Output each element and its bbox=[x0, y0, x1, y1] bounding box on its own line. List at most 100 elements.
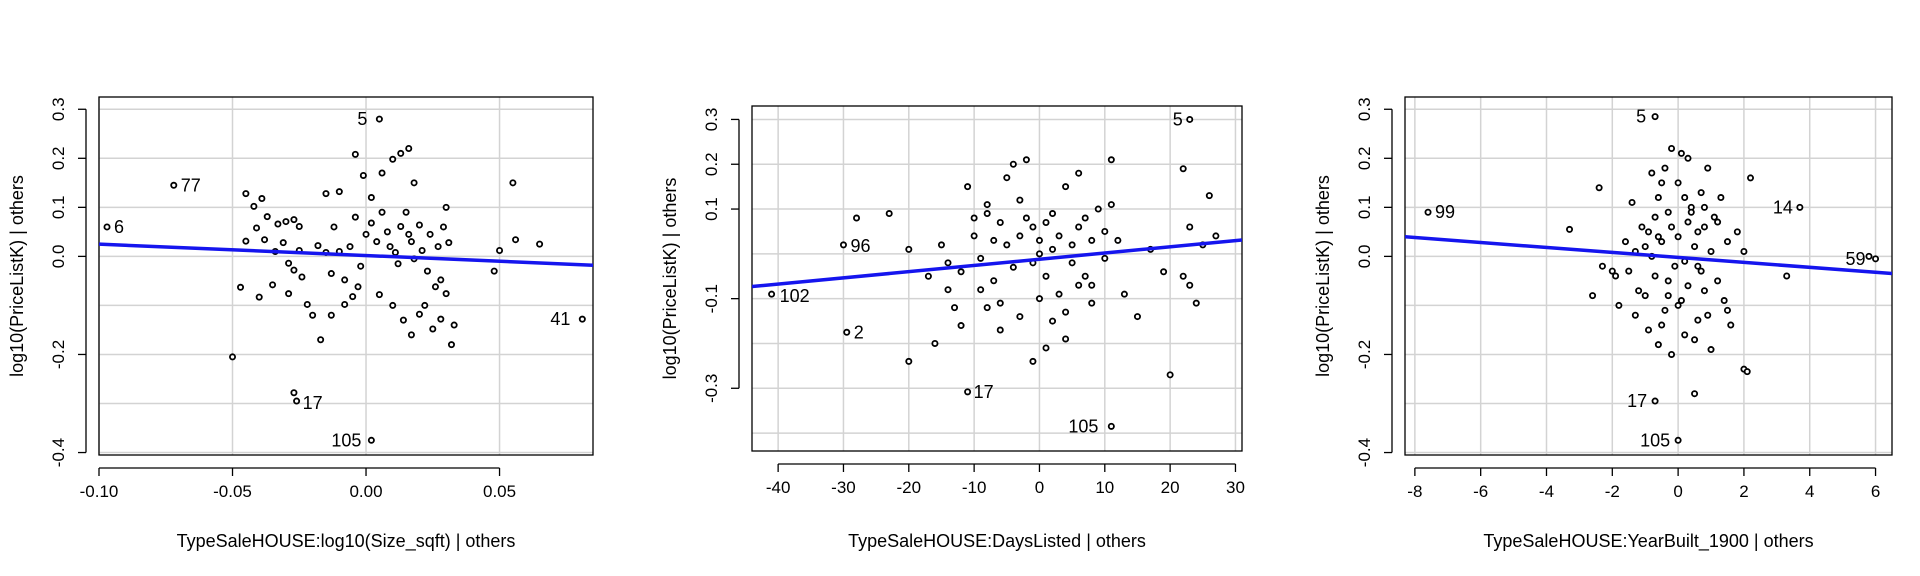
data-point bbox=[322, 190, 330, 198]
point-label: 77 bbox=[181, 175, 201, 195]
data-point bbox=[1101, 254, 1109, 262]
data-point bbox=[1120, 290, 1128, 298]
data-point bbox=[1068, 241, 1076, 249]
labeled-data-point bbox=[964, 388, 972, 396]
data-point bbox=[386, 243, 394, 251]
point-label: 59 bbox=[1846, 249, 1866, 269]
data-point bbox=[905, 357, 913, 365]
data-point bbox=[1684, 154, 1692, 162]
data-point bbox=[536, 240, 544, 248]
data-point bbox=[442, 203, 450, 211]
data-point bbox=[1621, 238, 1629, 246]
data-point bbox=[279, 239, 287, 247]
data-point bbox=[341, 276, 349, 284]
data-point bbox=[351, 150, 359, 158]
data-point bbox=[1727, 321, 1735, 329]
regression-line bbox=[1405, 235, 1892, 276]
data-point bbox=[924, 272, 932, 280]
labeled-data-point bbox=[293, 397, 301, 405]
data-point bbox=[1668, 223, 1676, 231]
data-point bbox=[1009, 160, 1017, 168]
data-point bbox=[1700, 223, 1708, 231]
data-point bbox=[970, 214, 978, 222]
labeled-data-point bbox=[839, 241, 847, 249]
data-point bbox=[229, 353, 237, 361]
data-point bbox=[407, 238, 415, 246]
data-point bbox=[1664, 292, 1672, 300]
data-point bbox=[421, 301, 429, 309]
data-point bbox=[509, 179, 517, 187]
data-point bbox=[957, 268, 965, 276]
data-point bbox=[314, 242, 322, 250]
data-point bbox=[1710, 213, 1718, 221]
y-tick-label: 0.0 bbox=[49, 245, 68, 269]
data-point bbox=[1658, 179, 1666, 187]
data-point bbox=[996, 326, 1004, 334]
data-point bbox=[354, 283, 362, 291]
data-point bbox=[1691, 243, 1699, 251]
data-point bbox=[1661, 164, 1669, 172]
y-axis-title: log10(PriceListK) | others bbox=[7, 175, 27, 377]
data-point bbox=[442, 290, 450, 298]
y-tick-label: -0.4 bbox=[49, 438, 68, 467]
y-tick-label: 0.1 bbox=[1355, 196, 1374, 220]
data-point bbox=[1016, 313, 1024, 321]
data-point bbox=[1658, 238, 1666, 246]
data-point bbox=[1743, 368, 1751, 376]
data-point bbox=[1654, 233, 1662, 241]
point-label: 17 bbox=[974, 382, 994, 402]
data-point bbox=[496, 246, 504, 254]
data-point bbox=[951, 304, 959, 312]
data-point bbox=[1720, 297, 1728, 305]
data-point bbox=[1016, 196, 1024, 204]
data-point bbox=[415, 310, 423, 318]
labeled-data-point bbox=[1651, 397, 1659, 405]
data-point bbox=[1631, 311, 1639, 319]
data-point bbox=[367, 194, 375, 202]
y-tick-label: -0.2 bbox=[49, 340, 68, 369]
data-point bbox=[937, 241, 945, 249]
data-point bbox=[341, 300, 349, 308]
data-point bbox=[327, 270, 335, 278]
data-point bbox=[253, 224, 261, 232]
y-tick-label: 0.2 bbox=[49, 146, 68, 170]
data-point bbox=[1186, 281, 1194, 289]
data-point bbox=[437, 276, 445, 284]
data-point bbox=[1694, 262, 1702, 270]
data-point bbox=[1003, 174, 1011, 182]
data-point bbox=[269, 281, 277, 289]
data-point bbox=[359, 171, 367, 179]
data-point bbox=[1035, 250, 1043, 258]
data-point bbox=[1075, 223, 1083, 231]
data-point bbox=[389, 155, 397, 163]
data-point bbox=[263, 213, 271, 221]
data-point bbox=[1035, 295, 1043, 303]
data-point bbox=[1694, 228, 1702, 236]
labeled-data-point bbox=[1651, 113, 1659, 121]
data-point bbox=[1035, 236, 1043, 244]
data-point bbox=[1029, 223, 1037, 231]
labeled-data-point bbox=[1186, 115, 1194, 123]
data-point bbox=[1664, 208, 1672, 216]
point-label: 105 bbox=[331, 430, 361, 450]
data-point bbox=[983, 210, 991, 218]
y-tick-label: 0.0 bbox=[1355, 245, 1374, 269]
data-point bbox=[983, 304, 991, 312]
data-point bbox=[1684, 218, 1692, 226]
labeled-data-point bbox=[1796, 203, 1804, 211]
data-point bbox=[242, 237, 250, 245]
data-point bbox=[378, 208, 386, 216]
point-label: 105 bbox=[1640, 430, 1670, 450]
data-point bbox=[391, 248, 399, 256]
data-point bbox=[1714, 218, 1722, 226]
data-point bbox=[1664, 277, 1672, 285]
point-label: 17 bbox=[303, 393, 323, 413]
x-tick-label: -40 bbox=[766, 478, 791, 497]
data-point bbox=[434, 243, 442, 251]
y-tick-label: 0.3 bbox=[49, 97, 68, 121]
y-tick-label: -0.4 bbox=[1355, 438, 1374, 467]
data-point bbox=[1747, 174, 1755, 182]
x-tick-label: 4 bbox=[1805, 482, 1814, 501]
data-point bbox=[490, 267, 498, 275]
labeled-data-point bbox=[1424, 208, 1432, 216]
